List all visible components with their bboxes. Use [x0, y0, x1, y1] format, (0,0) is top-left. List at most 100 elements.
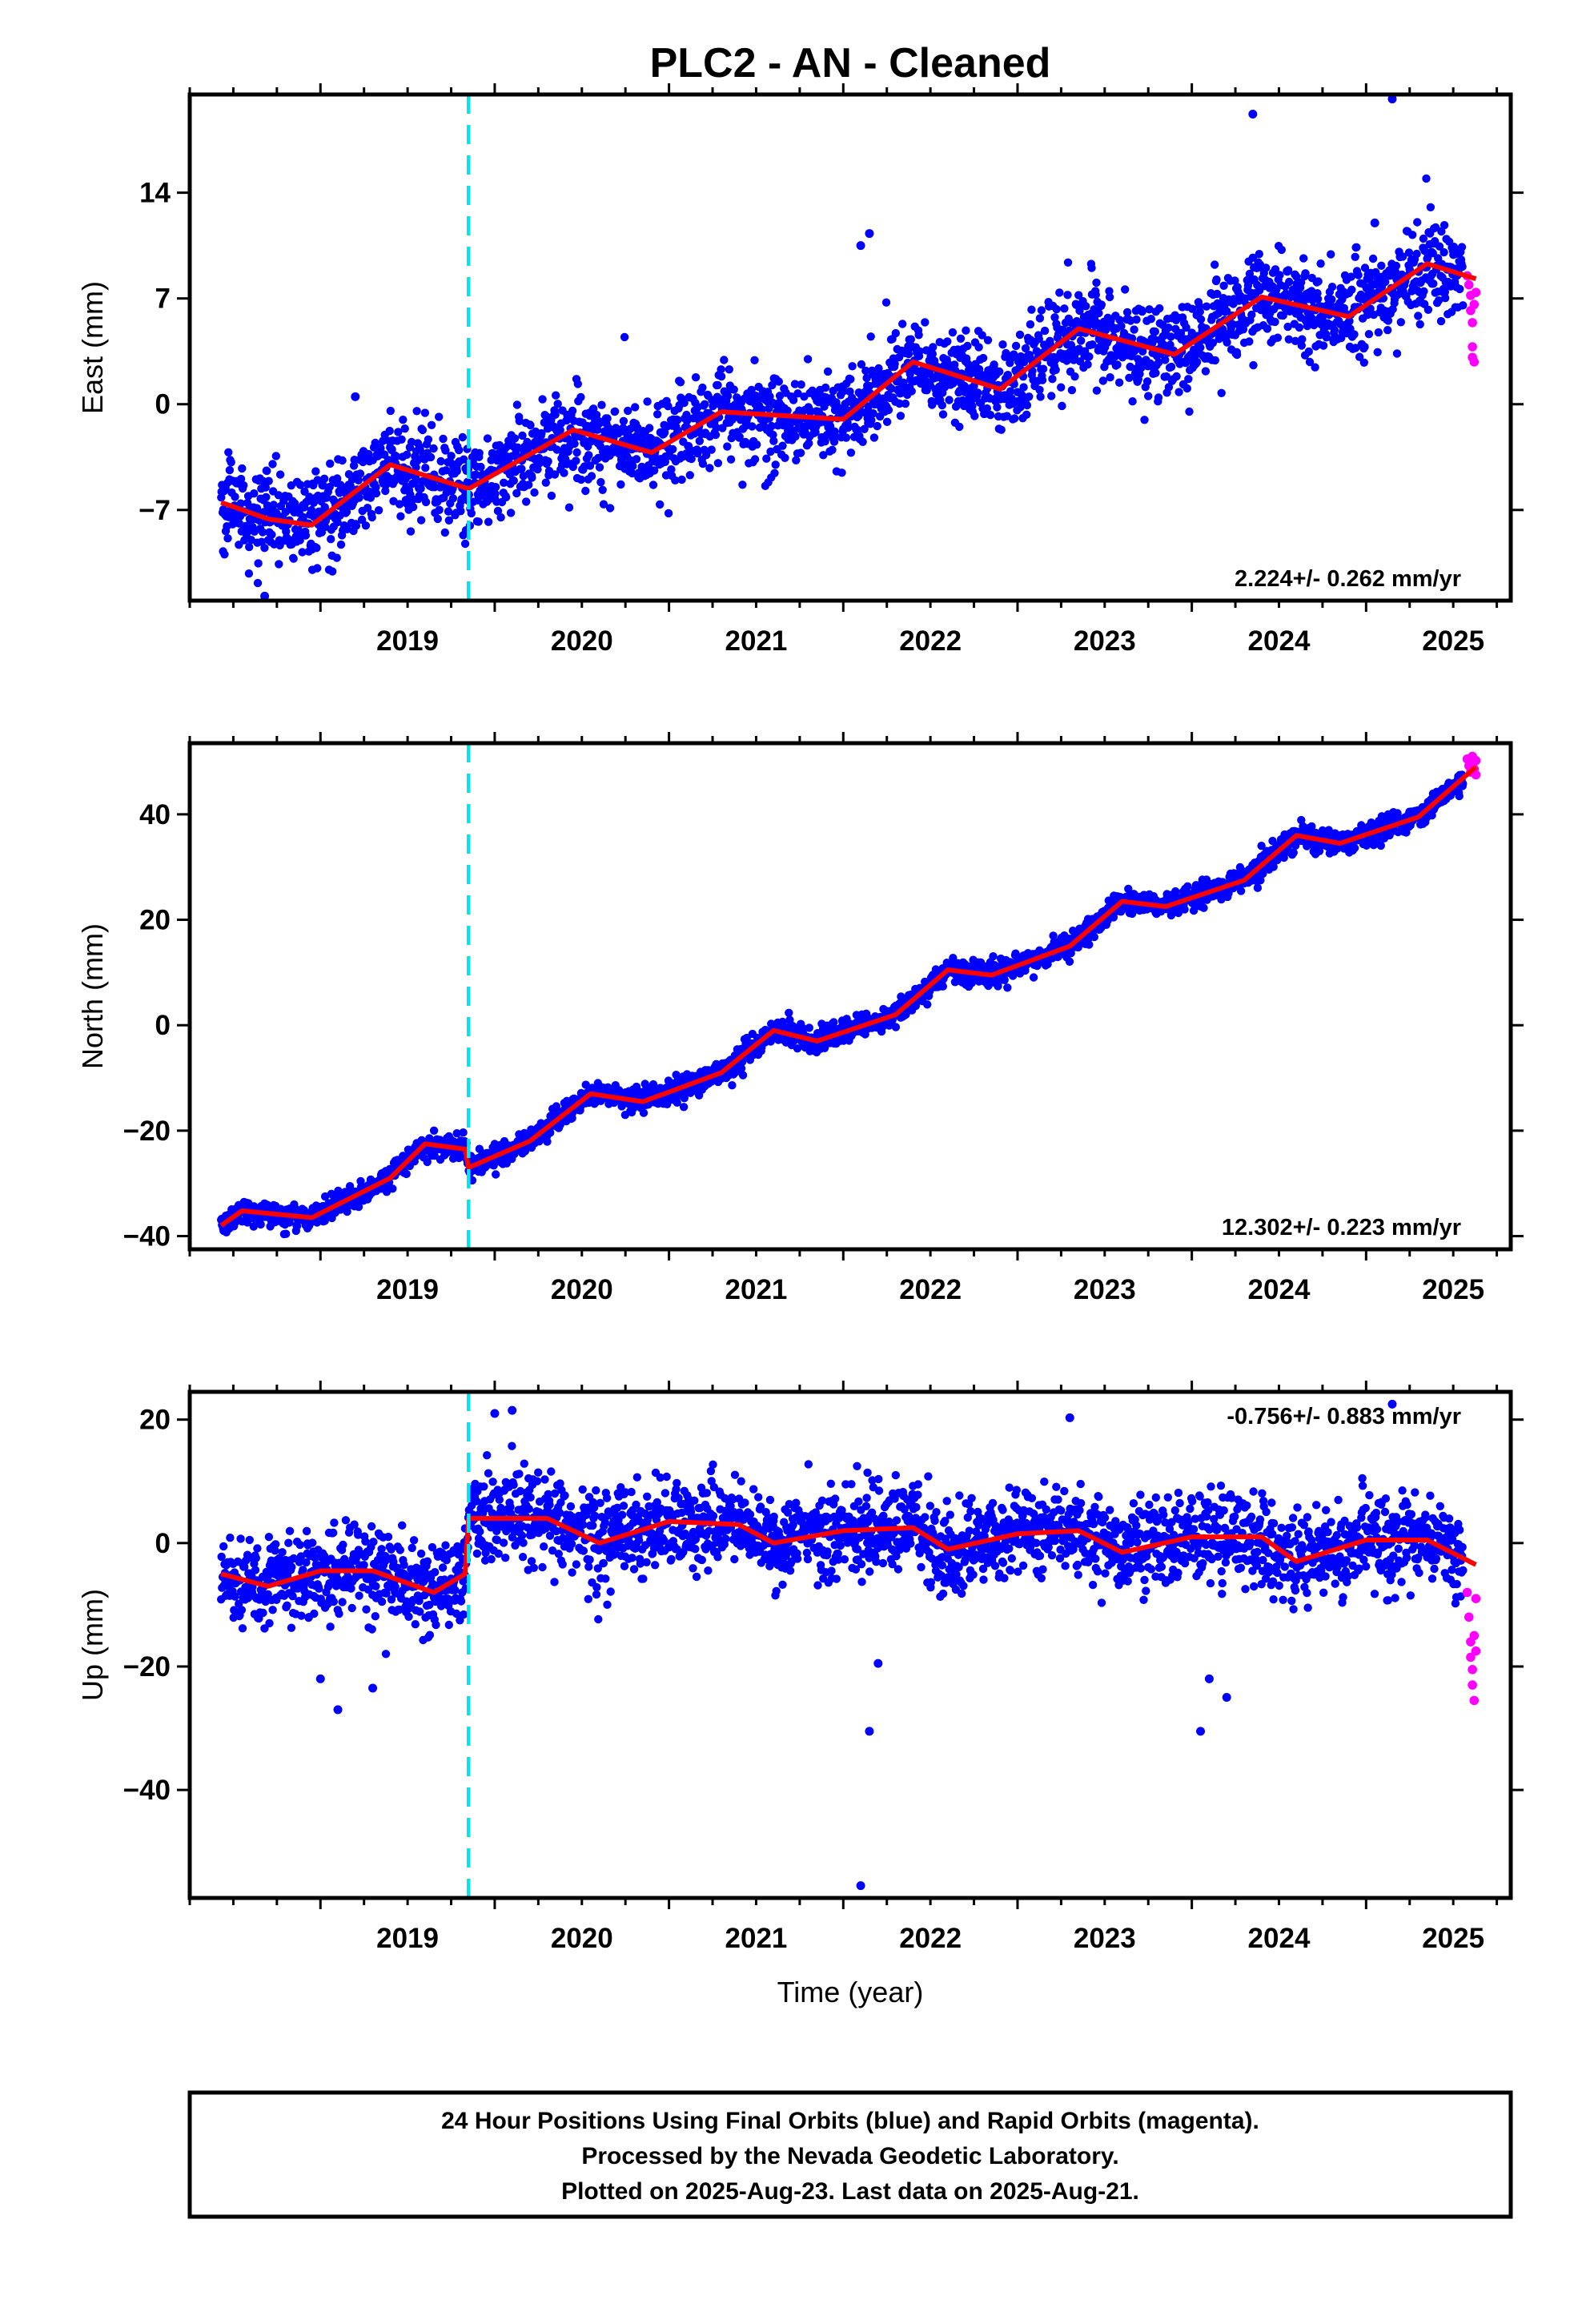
up-rapid-point: [1462, 1587, 1472, 1598]
up-outlier-point: [368, 1683, 378, 1693]
north-final-orbit-points: [216, 770, 1468, 1239]
east-xtick-label: 2025: [1422, 625, 1484, 657]
up-rapid-point: [1466, 1652, 1476, 1663]
up-rapid-point: [1468, 1680, 1477, 1690]
north-ytick-label: 40: [139, 799, 171, 830]
north-xtick-label: 2019: [376, 1274, 439, 1305]
east-rapid-point: [1471, 287, 1481, 297]
east-outlier-point: [1387, 94, 1397, 104]
up-xtick-label: 2021: [725, 1923, 788, 1954]
up-xtick-label: 2022: [899, 1923, 962, 1954]
up-rapid-point: [1468, 1665, 1477, 1675]
east-ytick-label: −7: [139, 495, 171, 526]
east-y-axis-label: East (mm): [76, 281, 109, 414]
north-frame: [187, 741, 1513, 1252]
north-ytick-label: 0: [155, 1010, 171, 1041]
north-xtick-label: 2024: [1248, 1274, 1311, 1305]
east-xtick-label: 2023: [1074, 625, 1136, 657]
up-outlier-point: [1196, 1727, 1206, 1736]
east-rapid-point: [1468, 318, 1477, 328]
up-outlier-point: [856, 1881, 865, 1891]
up-xtick-label: 2020: [551, 1923, 613, 1954]
north-xtick-label: 2025: [1422, 1274, 1484, 1305]
up-xtick-label: 2025: [1422, 1923, 1484, 1954]
north-plot-area: [216, 751, 1481, 1239]
footer-frame: [187, 2090, 1513, 2219]
east-rate-label: 2.224+/- 0.262 mm/yr: [1235, 566, 1461, 592]
north-rapid-point: [1471, 755, 1481, 766]
north-final-orbit-cloud: [216, 770, 1468, 1239]
up-xtick-label: 2023: [1074, 1923, 1136, 1954]
east-final-orbit-cloud: [217, 174, 1468, 588]
east-rapid-point: [1468, 342, 1477, 352]
up-rapid-orbit-points: [1462, 1587, 1481, 1706]
east-outlier-point: [1370, 218, 1379, 227]
north-xtick-label: 2022: [899, 1274, 962, 1305]
footer-line-3: Plotted on 2025-Aug-23. Last data on 202…: [561, 2178, 1139, 2205]
east-frame: [187, 92, 1513, 603]
up-rate-label: -0.756+/- 0.883 mm/yr: [1227, 1404, 1461, 1429]
up-outlier-point: [315, 1674, 325, 1683]
east-outlier-point: [865, 229, 874, 239]
up-outlier-point: [1204, 1674, 1214, 1683]
footer-line-2: Processed by the Nevada Geodetic Laborat…: [581, 2143, 1118, 2169]
up-outlier-point: [333, 1705, 343, 1715]
up-outlier-point: [1222, 1693, 1231, 1703]
up-rapid-point: [1471, 1594, 1481, 1603]
up-panel: −40 −20 0 20 2019 2020 2021 2022 2023 2024 2025 Up …: [76, 1381, 1524, 1954]
up-y-axis-label: Up (mm): [76, 1589, 109, 1701]
up-rapid-point: [1469, 1630, 1480, 1641]
up-final-orbit-cloud: [216, 1441, 1468, 1659]
east-xtick-label: 2021: [725, 625, 788, 657]
east-outlier-point: [856, 241, 865, 251]
up-frame: [187, 1389, 1513, 1900]
up-rapid-point: [1464, 1612, 1474, 1622]
east-ytick-label: 14: [139, 178, 171, 209]
north-model-line: [219, 765, 1478, 1228]
north-ytick-label: −40: [123, 1221, 171, 1252]
east-xtick-label: 2022: [899, 625, 962, 657]
east-outlier-point: [260, 591, 270, 601]
east-xtick-label: 2020: [551, 625, 613, 657]
north-ytick-label: 20: [139, 905, 171, 936]
up-rapid-point: [1469, 1695, 1480, 1706]
up-outlier-point: [1387, 1399, 1397, 1409]
up-xtick-label: 2024: [1248, 1923, 1311, 1954]
east-rapid-orbit-points: [1462, 271, 1481, 367]
east-panel: −7 0 7 14 2019 2020 2021 2022 2023 2024 2025 East (…: [76, 83, 1524, 657]
east-model-line: [219, 261, 1478, 528]
north-xtick-label: 2020: [551, 1274, 613, 1305]
east-rapid-point: [1469, 357, 1480, 367]
x-axis-label: Time (year): [777, 1976, 924, 2008]
east-plot-area: [217, 94, 1481, 601]
east-ytick-label: 0: [155, 389, 171, 420]
east-ytick-label: 7: [155, 283, 171, 315]
up-model-line: [219, 1516, 1478, 1595]
east-outlier-point: [351, 392, 360, 401]
up-xtick-label: 2019: [376, 1923, 439, 1954]
east-xtick-label: 2024: [1248, 625, 1311, 657]
up-outlier-point: [490, 1409, 500, 1418]
up-final-orbit-points: [216, 1399, 1468, 1891]
up-outlier-point: [865, 1727, 874, 1736]
up-outlier-point: [873, 1659, 883, 1668]
north-xtick-label: 2023: [1074, 1274, 1136, 1305]
north-panel: −40 −20 0 20 40 2019 2020 2021 2022 2023 2024 2025 N…: [76, 732, 1524, 1305]
up-ytick-label: −20: [123, 1651, 171, 1683]
up-ytick-label: −40: [123, 1775, 171, 1806]
east-rapid-point: [1464, 279, 1474, 290]
east-outlier-point: [1248, 110, 1258, 119]
footer-box: 24 Hour Positions Using Final Orbits (bl…: [187, 2090, 1513, 2219]
east-xtick-label: 2019: [376, 625, 439, 657]
east-final-orbit-points: [217, 94, 1468, 601]
up-plot-area: [216, 1399, 1481, 1891]
north-rapid-point: [1471, 770, 1481, 780]
north-y-axis-label: North (mm): [76, 923, 109, 1069]
north-rate-label: 12.302+/- 0.223 mm/yr: [1222, 1215, 1461, 1240]
north-ytick-label: −20: [123, 1116, 171, 1147]
up-outlier-point: [508, 1405, 517, 1415]
up-ytick-label: 0: [155, 1528, 171, 1559]
up-ytick-label: 20: [139, 1405, 171, 1436]
footer-line-1: 24 Hour Positions Using Final Orbits (bl…: [441, 2108, 1259, 2134]
